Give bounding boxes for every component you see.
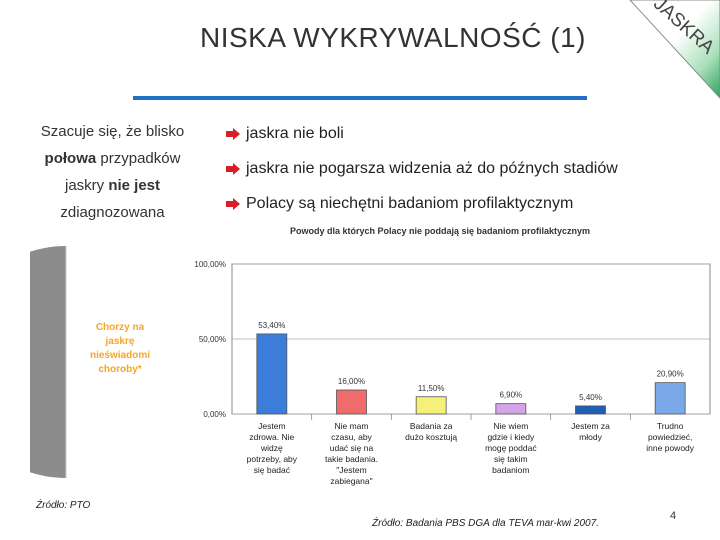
estimate-line-2-rest: przypadków bbox=[96, 150, 181, 167]
category-label: młody bbox=[579, 432, 602, 442]
pie-label-line: jaskrę bbox=[105, 336, 135, 347]
source-note-pto: Źródło: PTO bbox=[36, 500, 91, 511]
category-label: powiedzieć, bbox=[648, 432, 692, 442]
category-label: czasu, aby bbox=[331, 432, 372, 442]
pie-chart: Chorzy na jaskrę nieświadomi choroby* 47… bbox=[0, 246, 150, 478]
category-label: Jestem za bbox=[571, 421, 610, 431]
estimate-line-1: Szacuje się, że blisko bbox=[40, 123, 185, 140]
bar bbox=[415, 396, 447, 415]
category-label: Nie mam bbox=[334, 421, 368, 431]
pie-slice-unaware bbox=[0, 246, 66, 478]
category-label: gdzie i kiedy bbox=[487, 432, 535, 442]
category-label: Jestem bbox=[258, 421, 285, 431]
pie-label-line: nieświadomi bbox=[90, 350, 150, 361]
bar-value-label: 20,90% bbox=[657, 370, 684, 379]
pie-label-line: choroby* bbox=[98, 364, 141, 375]
category-label: zabiegana" bbox=[330, 476, 372, 486]
category-label: Badania za bbox=[410, 421, 453, 431]
estimate-statement: Szacuje się, że blisko połowa przypadków… bbox=[30, 118, 195, 226]
bar bbox=[654, 382, 686, 415]
estimate-line-3: jaskry nie jest bbox=[30, 172, 195, 199]
reason-text: jaskra nie boli bbox=[246, 124, 344, 142]
bar-value-label: 11,50% bbox=[418, 384, 445, 393]
bar bbox=[575, 405, 606, 415]
y-tick-label: 0,00% bbox=[203, 410, 226, 419]
category-label: widzę bbox=[260, 443, 283, 453]
y-tick-label: 50,00% bbox=[199, 335, 226, 344]
title-underline bbox=[133, 96, 587, 100]
pie-label-line: Chorzy na bbox=[96, 322, 145, 333]
category-label: się badać bbox=[254, 465, 291, 475]
pie-segment: Chorzy na jaskrę nieświadomi choroby* 47… bbox=[0, 246, 190, 478]
reason-text: jaskra nie pogarsza widzenia aż do późny… bbox=[246, 159, 618, 177]
category-label: udać się na bbox=[330, 443, 374, 453]
category-label: inne powody bbox=[646, 443, 694, 453]
reasons-list: jaskra nie boli jaskra nie pogarsza widz… bbox=[226, 116, 618, 221]
category-label: Nie wiem bbox=[493, 421, 528, 431]
arrow-right-icon bbox=[226, 197, 240, 210]
chart-axes: 0,00% 50,00% 100,00% bbox=[194, 260, 711, 420]
reason-item: Polacy są niechętni badaniom profilaktyc… bbox=[226, 186, 618, 221]
bar-value-label: 53,40% bbox=[258, 321, 285, 330]
category-label: potrzeby, aby bbox=[247, 454, 298, 464]
chart-title: Powody dla których Polacy nie poddają si… bbox=[290, 226, 590, 236]
estimate-line-4: zdiagnozowana bbox=[60, 204, 165, 221]
reason-text: Polacy są niechętni badaniom profilaktyc… bbox=[246, 194, 574, 212]
reason-item: jaskra nie pogarsza widzenia aż do późny… bbox=[226, 151, 618, 186]
category-label: dużo kosztują bbox=[405, 432, 457, 442]
arrow-right-icon bbox=[226, 162, 240, 175]
bar-chart: Powody dla których Polacy nie poddają si… bbox=[194, 226, 711, 486]
category-label: zdrowa. Nie bbox=[249, 432, 294, 442]
estimate-line-3-start: jaskry bbox=[64, 177, 109, 194]
estimate-highlight-half: połowa bbox=[44, 150, 97, 167]
bar-value-label: 5,40% bbox=[579, 393, 602, 402]
estimate-highlight-not: nie jest bbox=[108, 177, 161, 194]
slide-title: NISKA WYKRYWALNOŚĆ (1) bbox=[200, 22, 586, 53]
page-number: 4 bbox=[670, 510, 677, 522]
bar bbox=[336, 389, 367, 415]
y-tick-label: 100,00% bbox=[194, 260, 226, 269]
pie-value-label: 47% bbox=[107, 380, 133, 395]
reason-item: jaskra nie boli bbox=[226, 116, 618, 151]
category-label: Trudno bbox=[657, 421, 684, 431]
category-label: "Jestem bbox=[336, 465, 366, 475]
category-label: mogę poddać bbox=[485, 443, 537, 453]
category-label: badaniom bbox=[492, 465, 529, 475]
source-note-chart: Źródło: Badania PBS DGA dla TEVA mar-kwi… bbox=[372, 518, 599, 529]
corner-ribbon: JASKRA bbox=[629, 0, 720, 99]
arrow-right-icon bbox=[226, 127, 240, 140]
estimate-line-2: połowa przypadków bbox=[30, 145, 195, 172]
chart-bars: 53,40% 16,00% 11,50% 6,90% 5,40% 20,90% bbox=[256, 321, 686, 415]
bar-value-label: 6,90% bbox=[499, 391, 522, 400]
bar bbox=[256, 333, 288, 415]
bar bbox=[495, 403, 527, 415]
category-label: się takim bbox=[494, 454, 528, 464]
category-label: takie badania. bbox=[325, 454, 378, 464]
bar-value-label: 16,00% bbox=[338, 377, 365, 386]
